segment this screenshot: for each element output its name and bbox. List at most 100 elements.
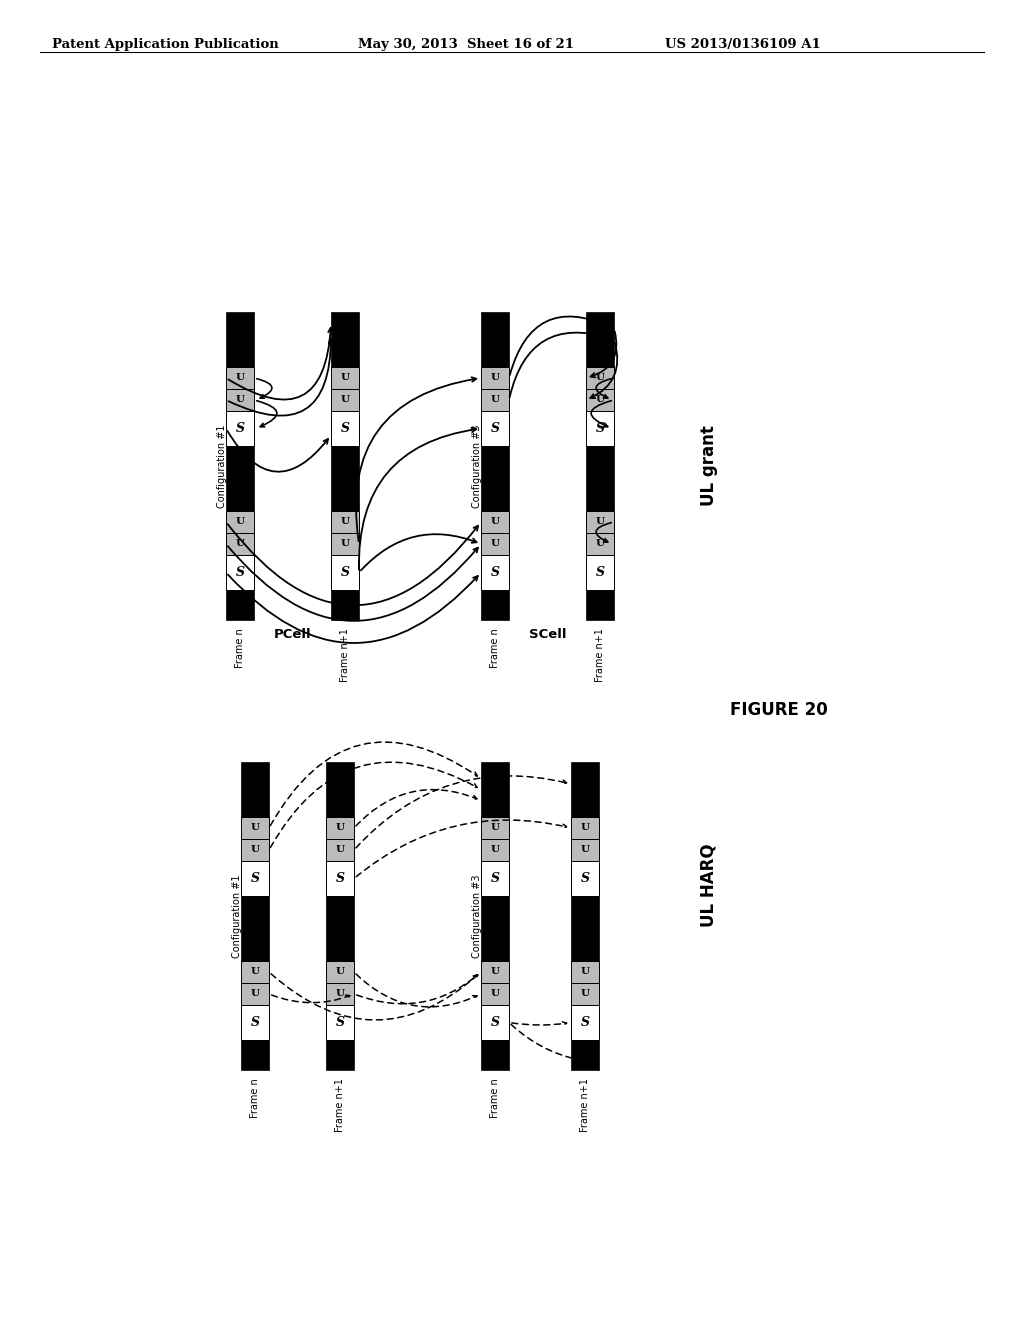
Text: U: U <box>236 540 245 549</box>
Text: U: U <box>490 517 500 527</box>
Bar <box>241 983 269 1005</box>
Text: S: S <box>336 873 344 884</box>
Bar <box>481 446 509 511</box>
Bar <box>586 511 614 533</box>
Text: U: U <box>251 824 259 833</box>
Bar <box>571 817 599 840</box>
Text: U: U <box>336 846 344 854</box>
Text: U: U <box>595 396 604 404</box>
Text: U: U <box>490 374 500 383</box>
Bar <box>481 983 509 1005</box>
Bar <box>571 840 599 861</box>
Bar <box>586 533 614 554</box>
Bar <box>326 762 354 817</box>
Bar <box>226 554 254 590</box>
Bar <box>481 861 509 896</box>
Text: U: U <box>581 990 590 998</box>
Text: UL HARQ: UL HARQ <box>700 843 718 927</box>
Text: S: S <box>490 873 500 884</box>
Text: Frame n+1: Frame n+1 <box>595 628 605 682</box>
Bar <box>481 511 509 533</box>
Bar <box>326 817 354 840</box>
Text: U: U <box>490 540 500 549</box>
Text: U: U <box>336 990 344 998</box>
Text: S: S <box>341 422 349 436</box>
Bar <box>481 312 509 367</box>
Bar <box>586 411 614 446</box>
Bar <box>481 411 509 446</box>
Bar <box>481 590 509 620</box>
Text: S: S <box>581 1016 590 1030</box>
Bar <box>586 590 614 620</box>
Bar <box>481 1005 509 1040</box>
Text: U: U <box>490 846 500 854</box>
Text: S: S <box>596 566 604 579</box>
Bar <box>241 840 269 861</box>
Bar <box>226 446 254 511</box>
Text: Frame n+1: Frame n+1 <box>580 1078 590 1131</box>
Bar <box>226 511 254 533</box>
Bar <box>571 762 599 817</box>
Bar <box>586 446 614 511</box>
Bar <box>586 367 614 389</box>
Bar <box>331 312 359 367</box>
Text: UL grant: UL grant <box>700 425 718 507</box>
Bar <box>241 1005 269 1040</box>
Text: U: U <box>340 396 349 404</box>
Text: S: S <box>336 1016 344 1030</box>
Bar <box>241 762 269 817</box>
Text: U: U <box>490 396 500 404</box>
Text: S: S <box>581 873 590 884</box>
Text: U: U <box>236 396 245 404</box>
Bar <box>481 817 509 840</box>
Text: S: S <box>490 422 500 436</box>
Text: U: U <box>251 990 259 998</box>
Text: U: U <box>595 517 604 527</box>
Bar <box>481 896 509 961</box>
Text: S: S <box>236 422 245 436</box>
Bar <box>481 1040 509 1071</box>
Text: U: U <box>251 968 259 977</box>
Bar <box>226 533 254 554</box>
Bar <box>331 389 359 411</box>
Text: U: U <box>490 824 500 833</box>
Text: U: U <box>340 540 349 549</box>
Bar <box>226 389 254 411</box>
Text: U: U <box>595 374 604 383</box>
Text: U: U <box>595 540 604 549</box>
Bar <box>571 896 599 961</box>
Text: U: U <box>336 968 344 977</box>
Text: U: U <box>581 968 590 977</box>
Text: SCell: SCell <box>528 628 566 642</box>
Text: May 30, 2013  Sheet 16 of 21: May 30, 2013 Sheet 16 of 21 <box>358 38 574 51</box>
Bar <box>571 1040 599 1071</box>
Bar <box>481 554 509 590</box>
Bar <box>241 861 269 896</box>
Bar <box>571 861 599 896</box>
Text: PCell: PCell <box>273 628 311 642</box>
Text: Configuration #1: Configuration #1 <box>217 424 227 508</box>
Bar <box>226 590 254 620</box>
Bar <box>586 312 614 367</box>
Bar <box>481 961 509 983</box>
Bar <box>571 961 599 983</box>
Bar <box>226 367 254 389</box>
Text: US 2013/0136109 A1: US 2013/0136109 A1 <box>665 38 821 51</box>
Text: U: U <box>581 824 590 833</box>
Bar <box>241 961 269 983</box>
Bar <box>326 861 354 896</box>
Text: U: U <box>490 990 500 998</box>
Bar <box>481 533 509 554</box>
Text: Frame n: Frame n <box>250 1078 260 1118</box>
Text: U: U <box>236 374 245 383</box>
Bar <box>241 817 269 840</box>
Text: U: U <box>236 517 245 527</box>
Bar <box>481 389 509 411</box>
Text: S: S <box>596 422 604 436</box>
Text: S: S <box>251 1016 259 1030</box>
Text: U: U <box>336 824 344 833</box>
Text: U: U <box>251 846 259 854</box>
Text: U: U <box>340 374 349 383</box>
Bar <box>326 961 354 983</box>
Bar <box>326 840 354 861</box>
